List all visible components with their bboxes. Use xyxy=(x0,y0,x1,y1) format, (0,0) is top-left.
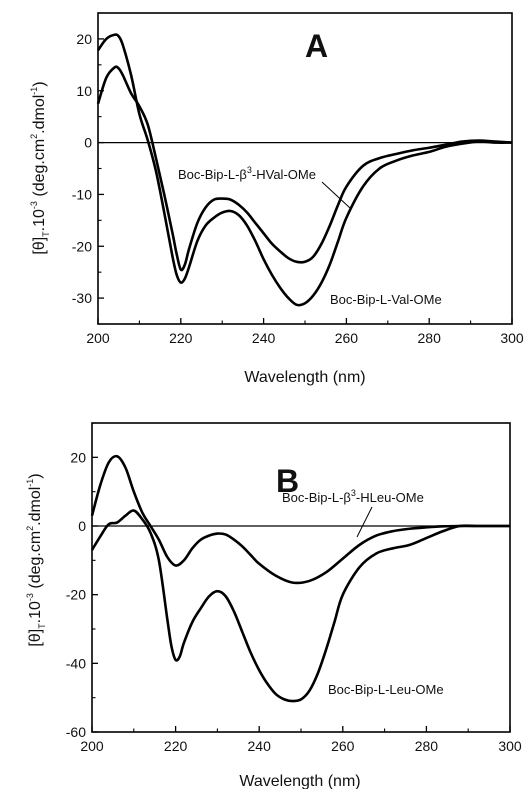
panel-a-x-tick-label: 220 xyxy=(169,330,193,346)
panel-a-y-axis-title: [θ]T.10-3 (deg.cm2.dmol-1) xyxy=(29,81,51,254)
panel-a-y-tick-label: 20 xyxy=(76,31,92,47)
panel-a-y-tick-label: -30 xyxy=(72,290,92,306)
panel-a-series xyxy=(96,33,513,307)
panel-b-y-tick-label: -60 xyxy=(66,724,86,740)
panel-b-series-line-2 xyxy=(90,454,510,585)
panel-b-series-label-hleu: Boc-Bip-L-β3-HLeu-OMe xyxy=(282,488,424,505)
panel-a-y-ticks: 20 10 0 -10 -20 -30 xyxy=(72,12,104,325)
panel-a-letter: A xyxy=(305,28,328,64)
panel-b-x-tick-label: 260 xyxy=(331,738,355,754)
panel-b-x-tick-label: 240 xyxy=(248,738,272,754)
panel-b-x-tick-label: 200 xyxy=(80,738,104,754)
panel-a-series-line-2 xyxy=(96,65,513,272)
panel-a-y-tick-label: 0 xyxy=(84,135,92,151)
panel-b-y-tick-label: -20 xyxy=(66,587,86,603)
panel-b-x-tick-label: 300 xyxy=(498,738,522,754)
panel-a-y-tick-label: -10 xyxy=(72,186,92,202)
panel-b-y-ticks: 20 0 -20 -40 -60 xyxy=(66,422,98,740)
panel-b-leader-line-hleu xyxy=(356,506,373,538)
panel-b-letter: B xyxy=(276,463,299,499)
panel-a-x-ticks: 200 220 240 260 280 300 xyxy=(86,318,524,346)
panel-a-x-tick-label: 240 xyxy=(252,330,276,346)
panel-b: 200 220 240 260 280 300 200-20-40-60 B Boc-Bi… xyxy=(25,422,522,789)
panel-a-x-tick-label: 300 xyxy=(500,330,524,346)
panel-a-x-tick-label: 200 xyxy=(86,330,110,346)
panel-b-x-tick-label: 280 xyxy=(415,738,439,754)
panel-a-series-label-val: Boc-Bip-L-Val-OMe xyxy=(330,292,442,307)
panel-a-series-label-hval: Boc-Bip-L-β3-HVal-OMe xyxy=(178,165,316,182)
panel-a-y-tick-label: 10 xyxy=(76,83,92,99)
panel-b-x-tick-label: 220 xyxy=(164,738,188,754)
panel-b-series xyxy=(90,454,510,703)
panel-a-series-line-1 xyxy=(96,33,513,307)
panel-a-x-axis-title: Wavelength (nm) xyxy=(244,369,365,386)
panel-b-x-ticks: 200 220 240 260 280 300 xyxy=(80,726,522,754)
panel-b-series-label-leu: Boc-Bip-L-Leu-OMe xyxy=(328,682,444,697)
panel-a: 200 220 240 260 280 300 20 10 0 -10 -20 -30 A Boc-… xyxy=(29,12,524,386)
panel-a-x-tick-label: 280 xyxy=(418,330,442,346)
panel-b-series-line-1 xyxy=(90,509,510,703)
panel-a-y-tick-label: -20 xyxy=(72,238,92,254)
panel-b-y-tick-label: -40 xyxy=(66,655,86,671)
panel-a-x-tick-label: 260 xyxy=(335,330,359,346)
panel-a-leader-line-hval xyxy=(321,181,351,209)
panel-b-y-tick-label: 0 xyxy=(78,518,86,534)
panel-b-x-axis-title: Wavelength (nm) xyxy=(239,773,360,789)
panel-b-y-axis-title: [θ]T.10-3 (deg.cm2.dmol-1) xyxy=(25,473,47,646)
panel-b-y-tick-label: 20 xyxy=(70,449,86,465)
panel-b-plot-frame xyxy=(91,422,511,733)
